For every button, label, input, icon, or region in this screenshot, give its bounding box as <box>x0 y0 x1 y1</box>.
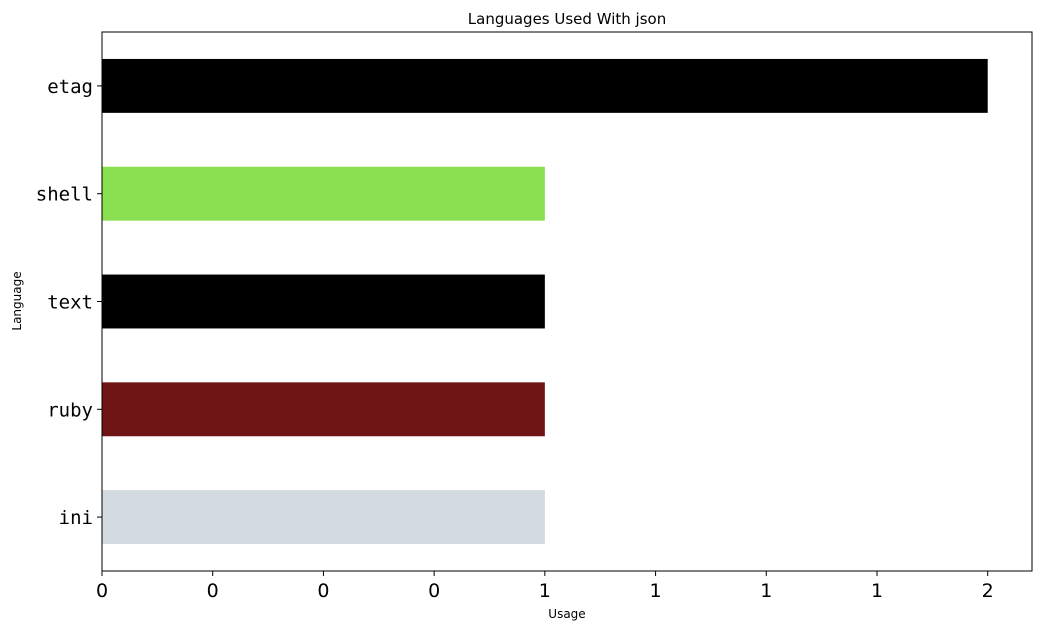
bar-etag <box>102 58 988 113</box>
x-tick-label: 0 <box>207 580 219 602</box>
x-axis-label: Usage <box>548 607 585 621</box>
x-tick-label: 1 <box>871 580 883 602</box>
bar-ini <box>102 490 545 545</box>
bar-ruby <box>102 382 545 437</box>
x-tick-label: 0 <box>428 580 440 602</box>
x-ticks-group: 0 0 0 0 1 1 1 1 2 <box>96 571 994 602</box>
bar-shell <box>102 166 545 221</box>
y-tick-label: etag <box>47 76 93 98</box>
bars-group <box>102 58 988 545</box>
x-tick-label: 1 <box>760 580 772 602</box>
x-tick-label: 0 <box>96 580 108 602</box>
x-tick-label: 2 <box>982 580 994 602</box>
y-tick-label: ruby <box>47 399 93 421</box>
y-tick-label: text <box>47 292 93 314</box>
y-tick-label: ini <box>59 507 93 529</box>
y-tick-label: shell <box>36 184 93 206</box>
chart-title: Languages Used With json <box>468 10 666 28</box>
y-axis-label: Language <box>10 271 24 330</box>
y-ticks-group: etag shell text ruby ini <box>36 76 102 529</box>
x-tick-label: 1 <box>539 580 551 602</box>
x-tick-label: 0 <box>317 580 329 602</box>
x-tick-label: 1 <box>650 580 662 602</box>
plot-frame <box>101 31 1033 572</box>
bar-text <box>102 274 545 329</box>
